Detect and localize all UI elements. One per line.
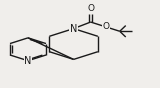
Text: O: O — [102, 22, 109, 31]
Text: O: O — [87, 4, 94, 13]
Text: N: N — [70, 24, 77, 34]
Text: N: N — [24, 56, 32, 66]
